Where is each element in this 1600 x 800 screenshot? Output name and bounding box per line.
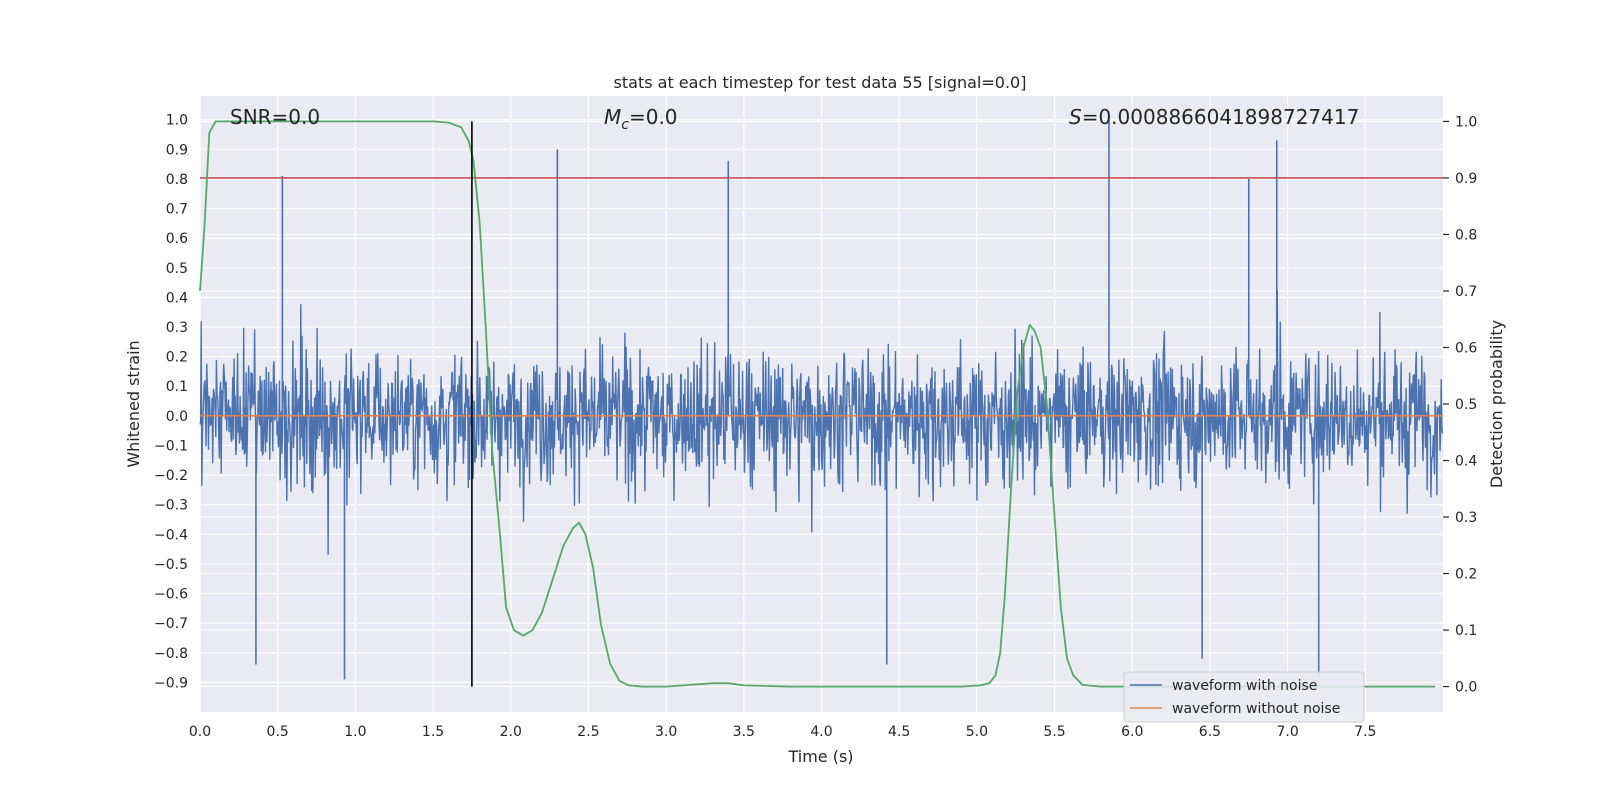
x-tick-label: 3.0 [655,724,677,740]
chart-title: stats at each timestep for test data 55 … [614,73,1027,92]
y-right-tick-label: 0.6 [1455,340,1477,356]
y-tick-label: 0.9 [166,142,188,158]
snr-annotation: SNR=0.0 [230,105,320,129]
y-right-tick-label: 0.4 [1455,454,1477,470]
y-tick-label: −0.4 [154,527,188,543]
chirp-mass-symbol: M [604,105,621,129]
chirp-mass-subscript: c [621,117,629,133]
x-tick-label: 2.0 [500,724,522,740]
x-tick-label: 5.5 [1043,724,1065,740]
chirp-mass-value: =0.0 [629,105,678,129]
y-tick-label: 1.0 [166,113,188,129]
y-tick-label: −0.3 [154,498,188,514]
legend: waveform with noise waveform without noi… [1123,671,1365,723]
y-tick-label: −0.6 [154,587,188,603]
x-tick-label: 4.0 [810,724,832,740]
y-right-tick-label: 0.3 [1455,510,1477,526]
noise-waveform [199,290,1444,556]
x-tick-label: 6.0 [1121,724,1143,740]
y-right-tick-label: 0.1 [1455,623,1477,639]
y-right-tick-label: 0.5 [1455,397,1477,413]
x-tick-label: 4.5 [888,724,910,740]
y-right-tick-label: 0.9 [1455,171,1477,187]
y-right-tick-label: 0.0 [1455,680,1477,696]
x-tick-label: 1.5 [422,724,444,740]
y-axis-label-right: Detection probability [1487,320,1506,488]
legend-label-noise: waveform with noise [1172,678,1317,694]
y-tick-label: 0.2 [166,350,188,366]
s-symbol: S [1069,105,1082,129]
series-waveform-with-noise [199,119,1444,680]
y-tick-label: 0.0 [166,409,188,425]
chart-lines [199,120,1443,688]
tick-labels: 0.0 0.5 1.0 1.5 2.0 2.5 3.0 3.5 4.0 4.5 5.0 5.5 6.0 6… [154,113,1477,740]
x-tick-label: 0.0 [189,724,211,740]
x-tick-label: 3.5 [733,724,755,740]
s-annotation: S=0.0008866041898727417 [1069,105,1359,129]
legend-label-clean: waveform without noise [1172,701,1340,717]
x-tick-label: 7.5 [1354,724,1376,740]
legend-box [1123,671,1365,723]
y-tick-label: −0.8 [154,646,188,662]
y-axis-label: Whitened strain [124,340,143,467]
y-tick-label: −0.9 [154,675,188,691]
y-tick-label: 0.6 [166,231,188,247]
y-right-tick-label: 1.0 [1455,114,1477,130]
y-tick-label: −0.5 [154,557,188,573]
y-tick-label: 0.1 [166,379,188,395]
x-tick-label: 2.5 [577,724,599,740]
y-tick-label: −0.1 [154,438,188,454]
s-value: =0.0008866041898727417 [1082,105,1360,129]
y-tick-label: −0.7 [154,616,188,632]
y-tick-label: 0.8 [166,172,188,188]
x-tick-label: 6.5 [1199,724,1221,740]
y-tick-label: 0.4 [166,290,188,306]
x-tick-label: 5.0 [966,724,988,740]
series-detection-probability [199,120,1436,688]
y-right-tick-label: 0.8 [1455,227,1477,243]
y-tick-label: 0.7 [166,202,188,218]
y-right-tick-label: 0.2 [1455,567,1477,583]
chirp-mass-annotation: Mc=0.0 [604,105,678,133]
y-right-tick-label: 0.7 [1455,284,1477,300]
y-tick-label: −0.2 [154,468,188,484]
x-axis-label: Time (s) [787,747,853,766]
x-tick-label: 1.0 [344,724,366,740]
y-tick-label: 0.5 [166,261,188,277]
y-tick-label: 0.3 [166,320,188,336]
x-tick-label: 7.0 [1276,724,1298,740]
x-tick-label: 0.5 [267,724,289,740]
